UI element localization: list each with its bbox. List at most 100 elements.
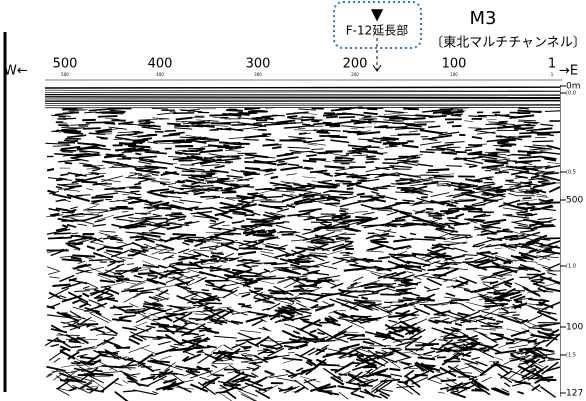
seismic-stroke bbox=[446, 183, 463, 189]
seismic-stroke bbox=[181, 184, 193, 188]
seismic-stroke bbox=[226, 371, 245, 383]
seismic-stroke bbox=[519, 354, 531, 362]
seismic-stroke bbox=[539, 218, 557, 225]
seismic-stroke bbox=[89, 386, 99, 394]
seismic-stroke bbox=[190, 154, 203, 159]
seismic-stroke bbox=[403, 155, 419, 158]
seismic-stroke bbox=[66, 134, 87, 139]
seismic-stroke bbox=[172, 326, 194, 331]
seismic-stroke bbox=[395, 311, 416, 317]
seismic-stroke bbox=[244, 156, 255, 159]
seismic-stroke bbox=[473, 226, 494, 231]
seismic-stroke bbox=[477, 183, 496, 188]
seismic-stroke bbox=[397, 265, 421, 269]
seismic-stroke bbox=[548, 186, 561, 193]
seismic-stroke bbox=[201, 289, 209, 292]
seismic-stroke bbox=[475, 127, 497, 131]
seismic-stroke bbox=[480, 198, 504, 206]
seismic-stroke bbox=[498, 265, 519, 269]
seismic-stroke bbox=[291, 314, 312, 321]
seismic-stroke bbox=[141, 236, 163, 242]
seismic-stroke bbox=[86, 388, 105, 393]
seismic-stroke bbox=[438, 131, 460, 136]
seismic-stroke bbox=[149, 200, 163, 206]
reflector bbox=[44, 86, 561, 89]
seismic-stroke bbox=[244, 223, 268, 232]
seismic-stroke bbox=[545, 333, 561, 347]
seismic-stroke bbox=[539, 127, 553, 131]
seismic-stroke bbox=[367, 139, 382, 144]
seismic-stroke bbox=[496, 320, 504, 323]
seismic-stroke bbox=[303, 378, 316, 384]
seismic-stroke bbox=[139, 335, 163, 340]
seismic-stroke bbox=[114, 382, 123, 386]
seismic-stroke bbox=[503, 359, 514, 366]
seismic-stroke bbox=[302, 229, 320, 235]
seismic-stroke bbox=[496, 193, 504, 196]
seismic-stroke bbox=[450, 326, 469, 337]
seismic-stroke bbox=[358, 130, 372, 133]
seismic-stroke bbox=[369, 198, 380, 200]
seismic-stroke bbox=[363, 266, 381, 270]
seismic-stroke bbox=[194, 242, 203, 248]
seismic-stroke bbox=[300, 376, 321, 383]
seismic-stroke bbox=[278, 308, 295, 318]
seismic-stroke bbox=[389, 276, 412, 281]
seismic-stroke bbox=[72, 355, 90, 368]
seismic-stroke bbox=[74, 173, 82, 178]
seismic-stroke bbox=[323, 112, 347, 117]
seismic-stroke bbox=[515, 255, 531, 260]
seismic-stroke bbox=[185, 369, 199, 377]
seismic-stroke bbox=[166, 271, 191, 276]
seismic-stroke bbox=[122, 389, 137, 393]
seismic-stroke bbox=[48, 207, 60, 212]
seismic-stroke bbox=[190, 121, 210, 125]
seismic-stroke bbox=[491, 261, 500, 267]
seismic-stroke bbox=[480, 325, 503, 328]
seismic-stroke bbox=[335, 179, 352, 183]
seismic-stroke bbox=[460, 373, 477, 379]
seismic-stroke bbox=[47, 369, 59, 376]
seismic-stroke bbox=[195, 346, 210, 350]
seismic-stroke bbox=[182, 345, 198, 354]
seismic-stroke bbox=[473, 213, 487, 218]
seismic-stroke bbox=[515, 199, 538, 202]
seismic-stroke bbox=[408, 298, 430, 305]
seismic-stroke bbox=[449, 301, 458, 305]
seismic-stroke bbox=[514, 219, 527, 223]
seismic-stroke bbox=[506, 259, 514, 263]
seismic-stroke bbox=[447, 225, 455, 230]
seismic-stroke bbox=[220, 189, 237, 193]
seismic-stroke bbox=[128, 199, 148, 205]
seismic-stroke bbox=[214, 187, 223, 190]
seismic-stroke bbox=[47, 339, 66, 343]
seismic-stroke bbox=[298, 193, 315, 198]
seismic-stroke bbox=[247, 192, 268, 200]
seismic-stroke bbox=[86, 245, 96, 250]
seismic-stroke bbox=[339, 116, 356, 119]
seismic-stroke bbox=[182, 180, 206, 184]
seismic-stroke bbox=[473, 226, 496, 234]
seismic-stroke bbox=[229, 183, 250, 186]
seismic-stroke bbox=[493, 292, 505, 296]
seismic-stroke bbox=[541, 301, 561, 311]
seismic-stroke bbox=[377, 198, 387, 203]
seismic-stroke bbox=[92, 168, 101, 172]
seismic-stroke bbox=[321, 240, 337, 244]
seismic-stroke bbox=[178, 187, 202, 190]
seismic-stroke bbox=[151, 302, 161, 306]
seismic-stroke bbox=[254, 156, 276, 159]
seismic-stroke bbox=[55, 207, 69, 212]
seismic-stroke bbox=[210, 220, 225, 228]
seismic-stroke bbox=[90, 372, 114, 377]
seismic-stroke bbox=[335, 156, 355, 160]
seismic-stroke bbox=[395, 341, 412, 347]
seismic-stroke bbox=[237, 332, 245, 336]
seismic-stroke bbox=[147, 124, 156, 128]
seismic-stroke bbox=[351, 374, 370, 381]
seismic-stroke bbox=[309, 158, 327, 161]
seismic-stroke bbox=[127, 149, 147, 152]
seismic-stroke bbox=[490, 387, 510, 397]
seismic-stroke bbox=[174, 166, 197, 173]
seismic-stroke bbox=[510, 329, 530, 338]
